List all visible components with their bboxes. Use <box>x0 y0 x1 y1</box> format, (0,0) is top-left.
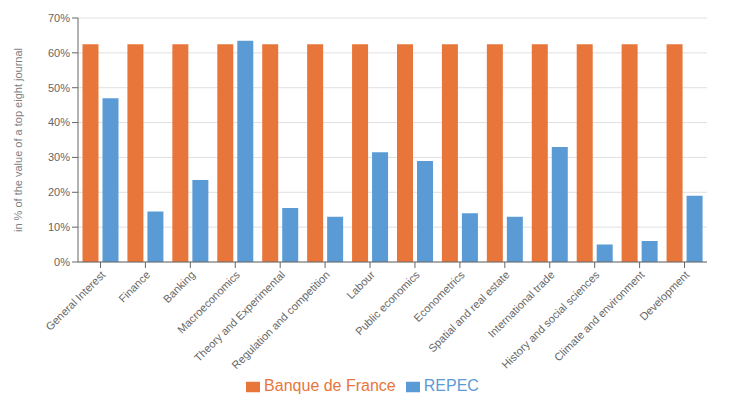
svg-text:Macroeconomics: Macroeconomics <box>174 268 243 336</box>
svg-text:Development: Development <box>637 268 691 322</box>
svg-text:Regulation and competition: Regulation and competition <box>229 268 332 371</box>
svg-text:Econometrics: Econometrics <box>411 268 467 325</box>
svg-text:Banking: Banking <box>161 268 198 305</box>
svg-text:Public economics: Public economics <box>353 268 422 337</box>
svg-text:50%: 50% <box>48 82 70 94</box>
svg-text:20%: 20% <box>48 186 70 198</box>
html-text:REPEC: REPEC <box>423 377 479 394</box>
svg-text:Climate and environment: Climate and environment <box>552 268 647 363</box>
svg-text:60%: 60% <box>48 47 70 59</box>
svg-text:International trade: International trade <box>485 268 557 340</box>
svg-text:in % of the value of a top eig: in % of the value of a top eight journal <box>12 48 24 232</box>
svg-text:70%: 70% <box>48 12 70 24</box>
svg-text:General Interest: General Interest <box>43 268 107 332</box>
svg-text:Finance: Finance <box>116 268 152 304</box>
svg-text:Theory and Experimental: Theory and Experimental <box>192 268 287 363</box>
html-text:Banque de France: Banque de France <box>264 377 396 394</box>
svg-text:30%: 30% <box>48 151 70 163</box>
svg-text:Spatial and real estate: Spatial and real estate <box>426 268 512 354</box>
svg-text:Labour: Labour <box>344 268 377 301</box>
svg-text:10%: 10% <box>48 221 70 233</box>
svg-text:40%: 40% <box>48 116 70 128</box>
svg-text:History and social sciences: History and social sciences <box>499 268 602 371</box>
svg-text:0%: 0% <box>54 256 70 268</box>
